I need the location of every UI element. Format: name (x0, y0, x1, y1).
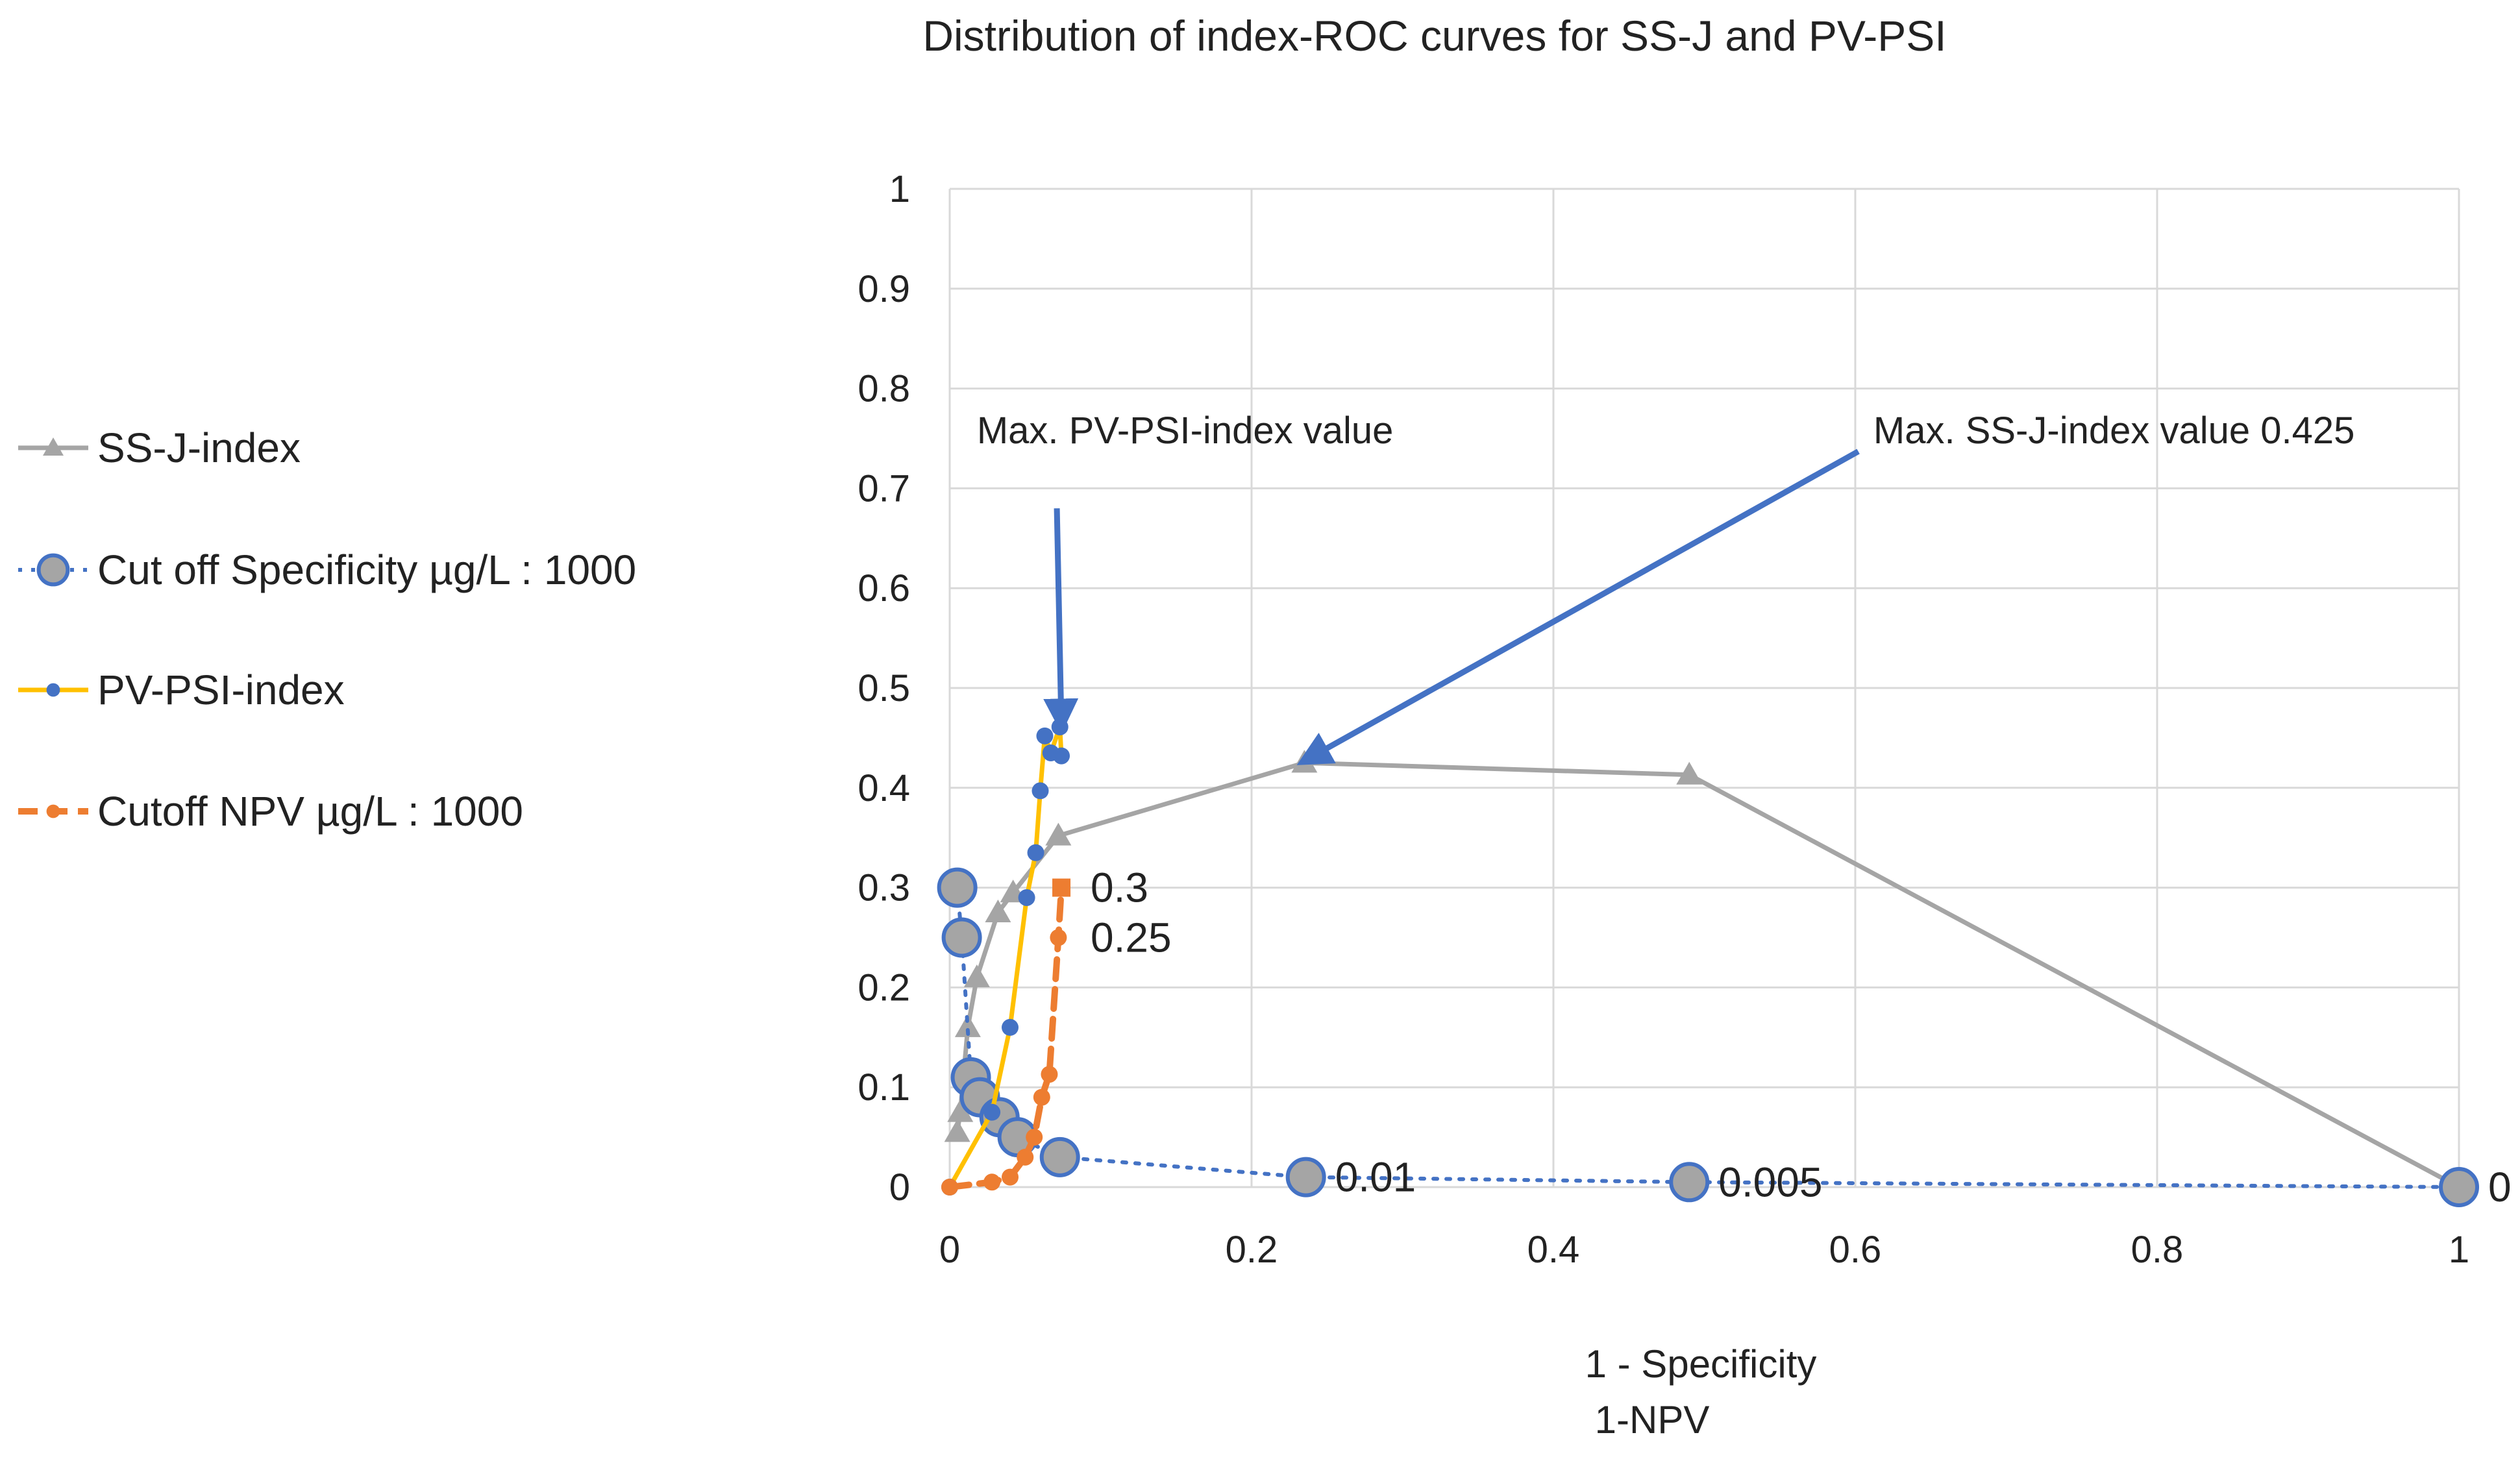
annotations: Max. PV-PSI-index value Max. SS-J-index v… (977, 410, 2354, 765)
dot-marker (941, 1179, 958, 1196)
circle-marker (1285, 1157, 1326, 1197)
grid (948, 188, 2460, 1188)
y-tick-label: 0.8 (858, 368, 910, 410)
dot-marker (1041, 1066, 1058, 1083)
legend-item: Cutoff NPV µg/L : 1000 (18, 788, 523, 835)
y-tick-label: 0.5 (858, 667, 910, 709)
x-tick-label: 0 (939, 1229, 960, 1271)
y-tick-label: 0.9 (858, 268, 910, 310)
series-line (947, 724, 1064, 1190)
dot-marker (46, 683, 60, 697)
triangle-marker (954, 1014, 981, 1037)
circle-marker (1039, 1136, 1080, 1177)
legend-label: SS-J-index (97, 424, 301, 471)
dot-marker (1026, 1129, 1043, 1146)
series-0 (944, 750, 2472, 1197)
data-label: 0.01 (1335, 1154, 1416, 1201)
dot-marker (983, 1103, 1001, 1121)
annotation-arrow (1296, 448, 1860, 765)
legend: SS-J-index Cut off Specificity µg/L : 100… (18, 424, 636, 835)
x-tick-label: 0.6 (1829, 1229, 1882, 1271)
x-tick-label: 0.4 (1527, 1229, 1580, 1271)
series-line (955, 885, 2461, 1189)
dot-marker (983, 1173, 1001, 1191)
triangle-marker (947, 1099, 974, 1122)
dot-marker (1031, 782, 1049, 800)
dot-marker (1050, 929, 1067, 946)
circle-marker (2439, 1167, 2479, 1207)
dot-marker (1036, 727, 1054, 744)
annotation-text: Max. PV-PSI-index value (977, 410, 1394, 452)
data-label: 0.25 (1091, 915, 1172, 961)
legend-label: Cut off Specificity µg/L : 1000 (97, 546, 636, 593)
y-tick-label: 0.6 (858, 567, 910, 609)
annotation-arrow (1043, 508, 1079, 734)
chart-title: Distribution of index-ROC curves for SS-… (922, 12, 1946, 60)
dot-marker (1053, 747, 1070, 765)
y-tick-label: 1 (889, 168, 910, 210)
y-tick-label: 0.1 (858, 1066, 910, 1109)
dot-marker (1027, 844, 1044, 861)
circle-marker (36, 553, 70, 587)
square-marker (1052, 878, 1071, 897)
triangle-marker (1676, 761, 1703, 785)
y-tick-label: 0.2 (858, 966, 910, 1009)
data-label: 0.005 (1718, 1159, 1822, 1205)
x-tick-label: 0.2 (1226, 1229, 1278, 1271)
dot-marker (1018, 889, 1035, 906)
circle-marker (1669, 1162, 1710, 1203)
y-tick-label: 0.4 (858, 767, 910, 809)
legend-item: Cut off Specificity µg/L : 1000 (18, 546, 636, 593)
circle-marker (937, 867, 978, 908)
triangle-marker (944, 1119, 970, 1142)
x-tick-label: 1 (2449, 1229, 2469, 1271)
dot-marker (1002, 1018, 1019, 1036)
y-tick-label: 0.3 (858, 867, 910, 909)
x-axis-subtitle: 1-NPV (1595, 1398, 1710, 1442)
legend-label: Cutoff NPV µg/L : 1000 (97, 788, 523, 835)
circle-marker (941, 917, 982, 958)
data-label: 0.3 (1091, 865, 1148, 911)
x-axis-ticks: 0 0.2 0.4 0.6 0.8 1 (939, 1229, 2469, 1271)
x-axis-title: 1 - Specificity (1585, 1342, 1817, 1386)
triangle-marker (985, 900, 1011, 923)
series-layer (937, 718, 2479, 1207)
dot-marker (1002, 1168, 1019, 1186)
series-line (955, 760, 2462, 1190)
dot-marker (1017, 1148, 1034, 1166)
y-tick-label: 0.7 (858, 467, 910, 510)
triangle-marker (1045, 822, 1072, 846)
triangle-marker (963, 964, 990, 988)
data-label: 0 (2488, 1164, 2512, 1210)
annotation-text: Max. SS-J-index value 0.425 (1873, 410, 2354, 452)
dot-marker (46, 804, 60, 818)
legend-item: PV-PSI-index (18, 667, 345, 713)
legend-item: SS-J-index (18, 424, 301, 471)
y-tick-label: 0 (889, 1166, 910, 1209)
legend-label: PV-PSI-index (97, 667, 345, 713)
dot-marker (1033, 1088, 1050, 1106)
series-3 (941, 878, 1071, 1196)
triangle-marker (43, 437, 64, 456)
series-1 (937, 867, 2479, 1207)
x-tick-label: 0.8 (2131, 1229, 2184, 1271)
y-axis-ticks: 0 0.1 0.2 0.3 0.4 0.5 0.6 0.7 0.8 0.9 1 (858, 168, 910, 1209)
data-labels: 0.30.25 0.01 0.005 0 (1091, 865, 2512, 1210)
